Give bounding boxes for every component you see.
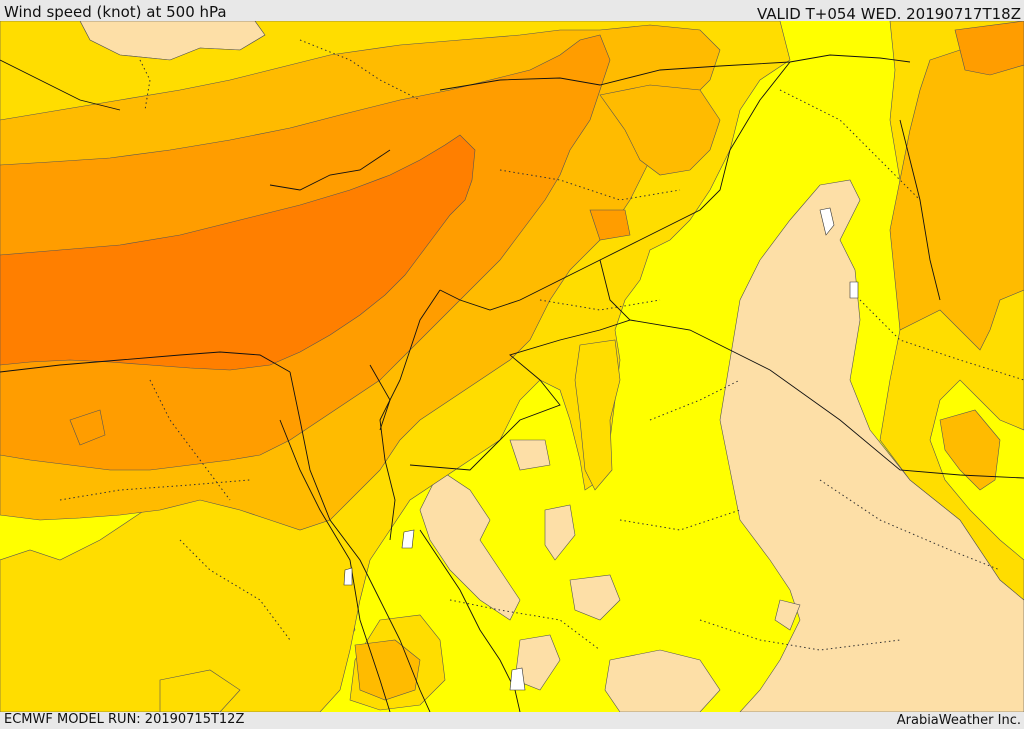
valid-time: VALID T+054 WED. 20190717T18Z <box>756 5 1021 23</box>
band-strongest <box>0 134 476 371</box>
model-run: ECMWF MODEL RUN: 20190715T12Z <box>4 712 245 727</box>
map-title: Wind speed (knot) at 500 hPa <box>4 3 227 21</box>
forecast-map <box>0 21 1024 712</box>
province-boundaries <box>59 39 1024 651</box>
map-footer: ECMWF MODEL RUN: 20190715T12Z ArabiaWeat… <box>0 712 1024 729</box>
map-header: Wind speed (knot) at 500 hPa VALID T+054… <box>0 0 1024 23</box>
water-bodies <box>343 207 859 691</box>
credit: ArabiaWeather Inc. <box>896 713 1021 728</box>
country-borders <box>0 54 1024 712</box>
